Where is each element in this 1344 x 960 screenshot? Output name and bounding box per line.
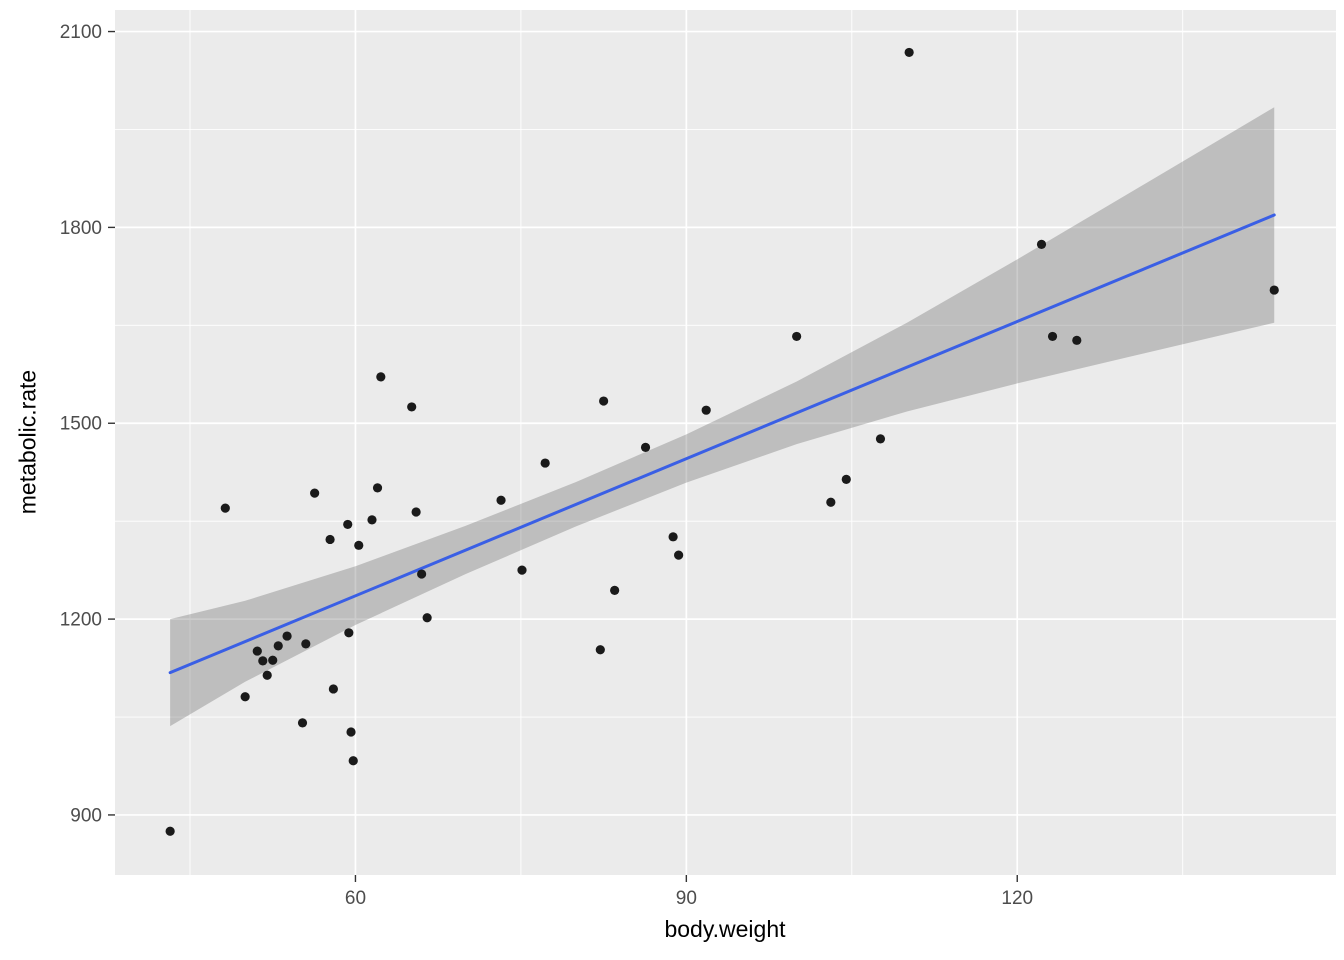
data-point — [875, 434, 886, 444]
data-point — [258, 656, 268, 666]
data-point — [826, 497, 836, 507]
data-point — [595, 645, 605, 655]
y-axis-title: metabolic.rate — [14, 369, 41, 515]
data-point — [411, 507, 421, 517]
data-point — [262, 670, 272, 680]
data-point — [540, 458, 550, 468]
data-point — [610, 585, 620, 595]
data-point — [273, 641, 283, 651]
data-point — [599, 396, 609, 406]
data-point — [904, 47, 914, 58]
data-point — [325, 534, 335, 545]
data-point — [220, 503, 230, 513]
x-tick-label: 120 — [1001, 888, 1033, 909]
y-tick-label: 1200 — [60, 610, 102, 631]
data-point — [328, 684, 338, 694]
data-point — [674, 550, 684, 560]
data-point — [301, 639, 311, 649]
regression-line — [168, 213, 1276, 675]
data-point — [1036, 239, 1047, 249]
data-point — [343, 519, 353, 530]
data-point — [1269, 285, 1279, 295]
data-point — [407, 402, 417, 412]
data-point — [344, 628, 354, 638]
x-tick-label: 60 — [345, 888, 366, 909]
data-point — [792, 331, 802, 342]
y-tick-label: 1500 — [60, 414, 102, 435]
data-point — [417, 569, 427, 579]
data-point — [367, 515, 377, 525]
data-point — [165, 826, 175, 836]
data-point — [422, 613, 432, 623]
data-point — [1047, 331, 1058, 342]
data-point — [1072, 335, 1082, 345]
data-point — [668, 532, 678, 542]
data-point — [310, 488, 320, 498]
data-point — [517, 565, 527, 575]
y-tick-label: 1800 — [60, 218, 102, 239]
data-point — [640, 442, 651, 452]
data-point — [372, 483, 383, 493]
data-point — [240, 692, 250, 702]
data-point — [496, 495, 506, 505]
data-point — [354, 540, 364, 550]
data-point — [252, 646, 262, 656]
x-axis-title: body.weight — [664, 916, 786, 942]
confidence-ribbon — [170, 107, 1275, 727]
data-point — [841, 474, 851, 484]
y-tick-label: 900 — [70, 805, 102, 826]
data-point — [376, 372, 386, 382]
data-point — [348, 756, 358, 766]
y-tick-label: 2100 — [60, 22, 102, 43]
x-tick-label: 90 — [676, 888, 697, 909]
data-point — [701, 405, 711, 415]
data-point — [268, 655, 278, 665]
data-point — [346, 727, 356, 737]
data-point — [282, 631, 292, 641]
data-point — [297, 718, 308, 728]
